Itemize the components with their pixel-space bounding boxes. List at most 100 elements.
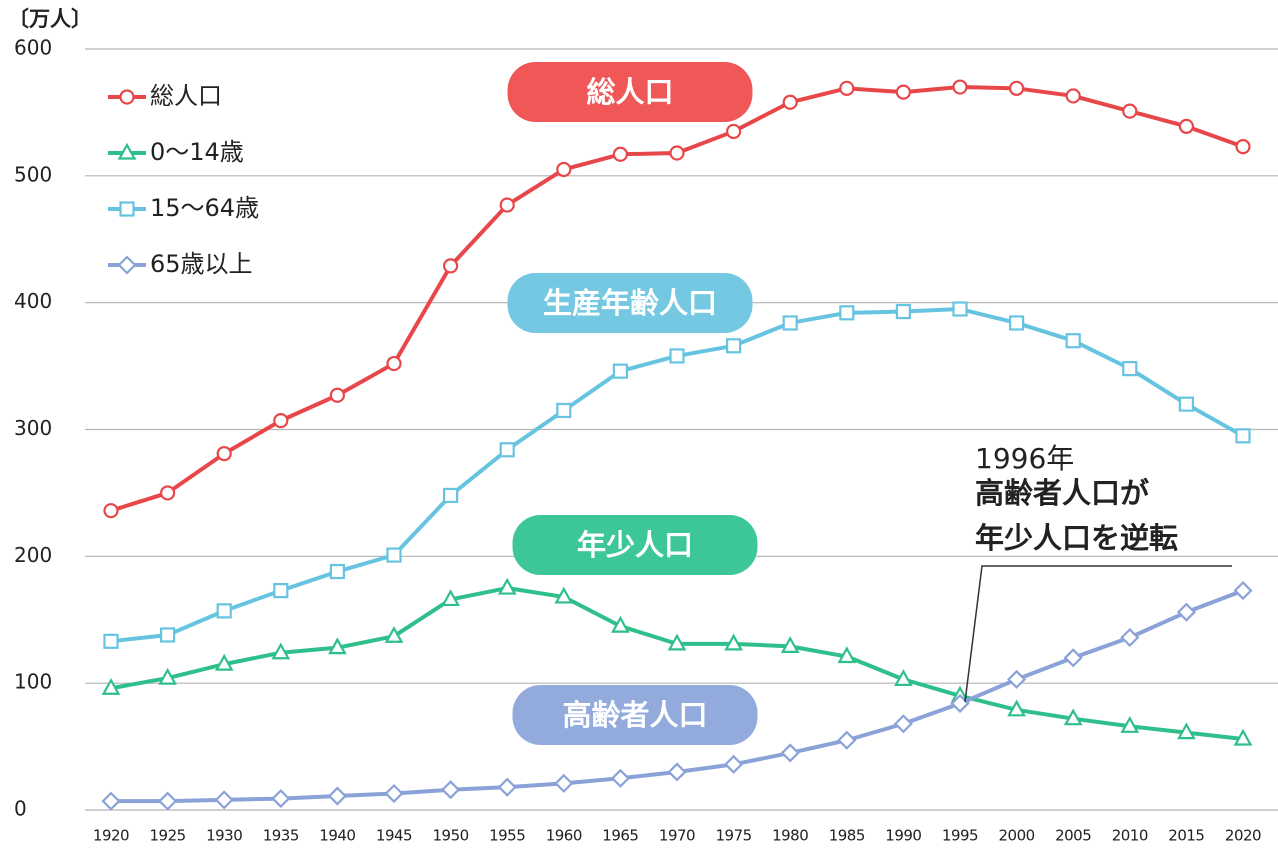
marker [1233,581,1253,601]
marker [1178,118,1195,134]
series-pill-label: 高齢者人口 [562,698,707,732]
x-tick-label: 1955 [489,827,525,845]
marker [327,786,347,806]
marker [780,636,800,653]
marker [216,445,232,462]
marker [1178,396,1195,412]
marker [724,633,743,651]
marker [724,754,744,774]
x-tick-label: 1950 [433,827,469,845]
x-tick-label: 1930 [206,827,242,845]
legend-label: 0〜14歳 [150,138,244,166]
x-tick-label: 1985 [829,827,865,845]
marker [1063,648,1083,668]
series-pill [512,515,758,575]
marker [119,89,135,105]
x-tick-label: 2000 [999,827,1035,845]
marker [1065,333,1081,349]
y-tick-label: 600 [14,36,52,60]
x-tick-label: 2005 [1055,827,1091,845]
marker [1233,728,1253,746]
x-tick-label: 1945 [376,827,412,845]
marker [839,80,855,96]
marker [1235,428,1251,444]
x-tick-label: 1940 [319,827,355,845]
marker [103,503,119,519]
marker [329,387,345,403]
y-tick-label: 100 [14,670,52,694]
marker [117,255,137,275]
series-pill [512,685,758,745]
series-pill-label: 総人口 [586,75,673,109]
marker [1122,361,1138,377]
marker [893,714,913,734]
marker [837,646,857,664]
marker [499,442,515,458]
marker [384,625,404,643]
marker [667,762,687,782]
marker [441,589,460,607]
x-tick-label: 1980 [772,827,808,845]
marker [1120,716,1140,733]
marker [273,582,289,599]
marker [160,627,176,643]
marker [441,780,461,800]
marker [1177,722,1196,740]
marker [329,563,345,580]
legend-label: 65歳以上 [150,250,253,278]
legend-label: 総人口 [150,82,222,110]
y-tick-label: 300 [14,416,52,440]
callout-leader [964,565,1232,703]
marker [952,79,968,95]
marker [1008,315,1025,331]
y-unit-label: 〔万人〕 [8,7,92,31]
marker [103,633,119,649]
marker [216,603,232,619]
marker [610,768,630,788]
x-tick-label: 1990 [885,827,921,845]
callout-text: 高齢者人口が [975,476,1149,510]
marker [895,84,912,100]
marker [271,789,291,809]
marker [119,201,135,217]
marker [214,790,234,810]
x-tick-label: 1970 [659,827,695,845]
marker [384,783,404,804]
marker [1122,103,1138,119]
marker [837,730,857,750]
marker [1063,708,1083,726]
marker [386,355,402,372]
x-tick-label: 1965 [602,827,638,845]
marker [669,145,685,161]
x-tick-label: 2015 [1168,827,1204,845]
marker [839,305,855,321]
marker [895,303,912,320]
marker [554,586,574,604]
marker [894,669,913,686]
callout-text: 年少人口を逆転 [975,521,1178,555]
marker [725,338,742,354]
series-pill-label: 年少人口 [577,528,693,562]
marker [669,348,685,364]
x-tick-label: 1995 [942,827,978,845]
y-tick-label: 0 [14,797,27,821]
marker [1176,602,1196,622]
marker [497,577,517,595]
marker [273,413,289,429]
marker [612,146,629,162]
marker [101,677,121,695]
y-tick-label: 500 [14,162,52,186]
x-tick-label: 1925 [150,827,186,845]
marker [1007,669,1027,689]
marker [780,743,800,763]
callout-text: 1996年 [975,442,1074,475]
marker [160,485,176,501]
marker [1235,139,1251,155]
marker [117,142,137,160]
marker [725,123,742,140]
marker [1120,627,1140,648]
y-tick-label: 400 [14,289,52,313]
series-pill-label: 生産年齢人口 [543,286,717,320]
marker [214,653,234,671]
